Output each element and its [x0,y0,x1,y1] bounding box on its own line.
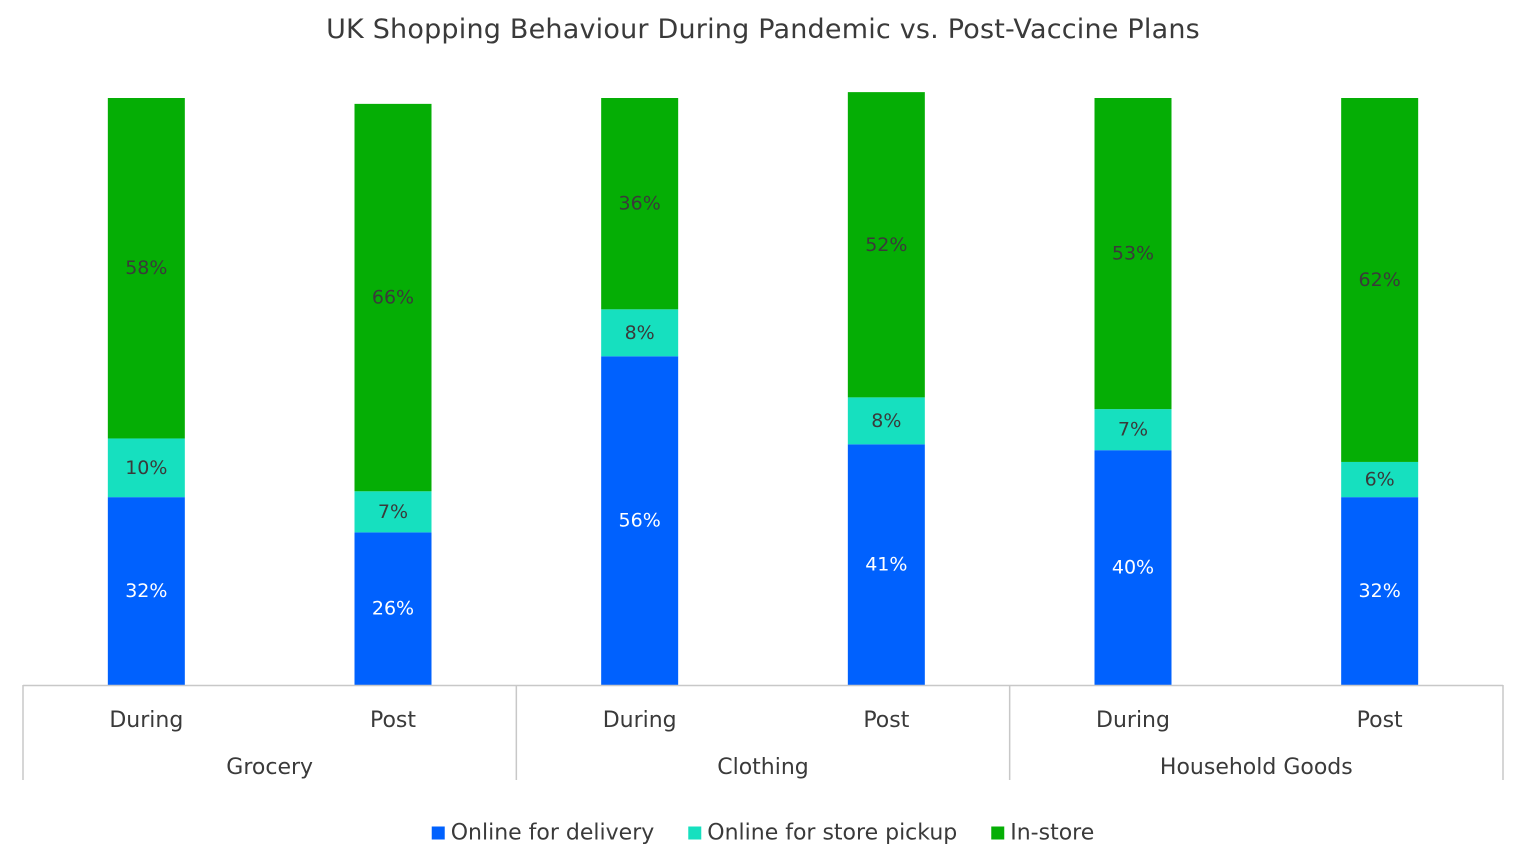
bar-segment [601,98,679,310]
x-tick-label: Post [370,708,416,733]
x-tick-label: During [603,708,677,733]
legend-swatch [688,826,702,840]
data-label: 26% [372,598,414,620]
bar-segment [354,103,432,492]
x-tick-label: During [109,708,183,733]
bar-segment [847,444,925,685]
legend-label: Online for delivery [451,821,655,846]
bar-segment [601,356,679,685]
legend-swatch [991,826,1005,840]
data-label: 62% [1359,269,1401,291]
data-label: 7% [378,501,408,523]
data-label: 32% [1359,580,1401,602]
data-label: 53% [1112,243,1154,265]
data-label: 56% [619,510,661,532]
data-label: 58% [125,257,167,279]
legend-label: In-store [1010,821,1094,846]
data-label: 8% [871,410,901,432]
bar-segment [107,98,185,439]
bar-segment [1341,497,1419,685]
data-label: 32% [125,580,167,602]
bar-segment [1341,98,1419,462]
data-label: 41% [865,554,907,576]
bars-layer: 32% 10% 58% 26% 7% 66% 56% 8% 36% 41% 8% 52% 40% 7% 53… [107,92,1419,685]
bar-segment [107,497,185,685]
bar-segment [1094,98,1172,410]
bar-segment [847,92,925,398]
x-tick-label: Post [1357,708,1403,733]
x-group-label: Clothing [717,755,809,780]
legend-item: In-store [991,821,1094,846]
bar-segment [1094,409,1172,451]
bar-segment [1341,461,1419,498]
x-axis: During Post During Post During Post Grocery Clo… [22,684,1504,780]
legend-swatch [431,826,445,840]
data-label: 7% [1118,419,1148,441]
bar-segment [847,397,925,445]
chart-title: UK Shopping Behaviour During Pandemic vs… [326,14,1200,45]
data-label: 52% [865,234,907,256]
bar-segment [107,438,185,498]
legend: Online for delivery Online for store pick… [431,821,1094,846]
data-label: 6% [1365,469,1395,491]
legend-label: Online for store pickup [707,821,957,846]
data-label: 8% [625,322,655,344]
data-label: 66% [372,287,414,309]
data-label: 40% [1112,557,1154,579]
legend-item: Online for delivery [431,821,655,846]
bar-segment [1094,450,1172,685]
x-tick-label: During [1096,708,1170,733]
bar-segment [354,532,432,685]
x-group-label: Grocery [226,755,313,780]
x-group-label: Household Goods [1160,755,1353,780]
data-label: 36% [619,193,661,215]
bar-segment [601,309,679,357]
legend-item: Online for store pickup [688,821,957,846]
data-label: 10% [125,457,167,479]
x-tick-label: Post [863,708,909,733]
bar-segment [354,491,432,533]
